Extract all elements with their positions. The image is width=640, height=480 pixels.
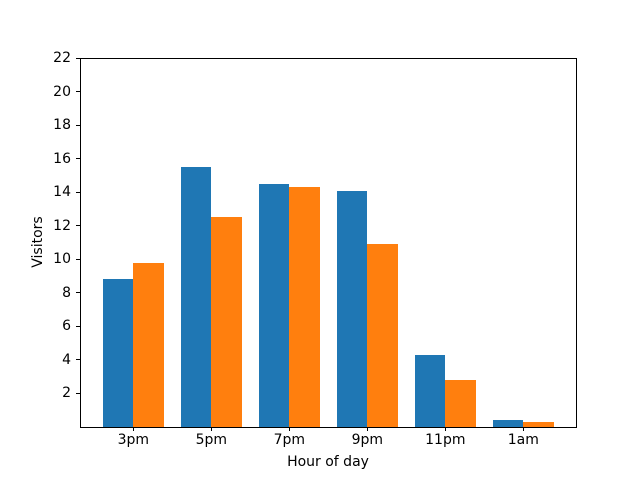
x-axis-label: Hour of day xyxy=(287,454,369,470)
y-tick xyxy=(76,225,80,227)
y-axis-label: Visitors xyxy=(30,216,46,268)
x-tick xyxy=(444,427,446,431)
bar-1am-blue xyxy=(492,420,524,427)
x-tick xyxy=(288,427,290,431)
y-tick xyxy=(76,191,80,193)
y-tick xyxy=(76,392,80,394)
bar-11pm-orange xyxy=(445,380,476,427)
x-tick-label: 5pm xyxy=(195,432,228,448)
y-tick-label: 16 xyxy=(53,150,71,167)
bar-7pm-blue xyxy=(258,183,290,427)
y-tick-label: 20 xyxy=(53,83,71,100)
x-tick xyxy=(366,427,368,431)
plot-area xyxy=(80,58,577,428)
x-tick-label: 1am xyxy=(507,432,539,448)
y-tick-label: 18 xyxy=(53,117,71,134)
bar-7pm-orange xyxy=(289,187,320,427)
y-tick xyxy=(76,292,80,294)
y-tick xyxy=(76,158,80,160)
bar-5pm-blue xyxy=(180,167,212,427)
bar-3pm-blue xyxy=(102,279,134,427)
y-tick xyxy=(76,325,80,327)
y-tick xyxy=(76,91,80,93)
x-tick-label: 11pm xyxy=(425,432,466,448)
x-tick-label: 3pm xyxy=(117,432,150,448)
y-tick-label: 4 xyxy=(62,351,71,368)
y-tick xyxy=(76,359,80,361)
y-tick-label: 8 xyxy=(62,284,71,301)
x-tick xyxy=(210,427,212,431)
bar-9pm-orange xyxy=(367,244,398,427)
bar-11pm-blue xyxy=(414,354,446,427)
x-tick-label: 9pm xyxy=(351,432,384,448)
bar-1am-orange xyxy=(523,421,554,427)
y-tick xyxy=(76,124,80,126)
bar-5pm-orange xyxy=(211,217,242,427)
y-tick-label: 10 xyxy=(53,251,71,268)
y-tick-label: 12 xyxy=(53,217,71,234)
bar-9pm-blue xyxy=(336,190,368,427)
y-tick-label: 22 xyxy=(53,50,71,66)
y-tick-label: 6 xyxy=(62,318,71,335)
bar-3pm-orange xyxy=(133,262,164,427)
x-tick xyxy=(132,427,134,431)
y-tick xyxy=(76,57,80,59)
y-tick xyxy=(76,258,80,260)
y-tick-label: 14 xyxy=(53,184,71,201)
y-tick-label: 2 xyxy=(62,385,71,402)
x-tick xyxy=(522,427,524,431)
x-tick-label: 7pm xyxy=(273,432,306,448)
